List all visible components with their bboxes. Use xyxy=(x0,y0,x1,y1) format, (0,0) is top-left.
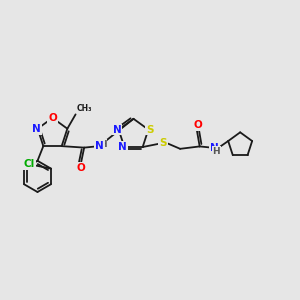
Text: CH₃: CH₃ xyxy=(77,103,93,112)
Text: O: O xyxy=(193,120,202,130)
Text: N: N xyxy=(95,141,104,151)
Text: H: H xyxy=(212,147,220,156)
Text: S: S xyxy=(146,124,154,135)
Text: O: O xyxy=(76,163,85,173)
Text: N: N xyxy=(210,143,219,153)
Text: S: S xyxy=(159,137,167,148)
Text: N: N xyxy=(118,142,127,152)
Text: N: N xyxy=(32,124,41,134)
Text: O: O xyxy=(48,113,57,123)
Text: Cl: Cl xyxy=(24,159,35,170)
Text: H: H xyxy=(99,140,106,148)
Text: N: N xyxy=(113,124,122,135)
